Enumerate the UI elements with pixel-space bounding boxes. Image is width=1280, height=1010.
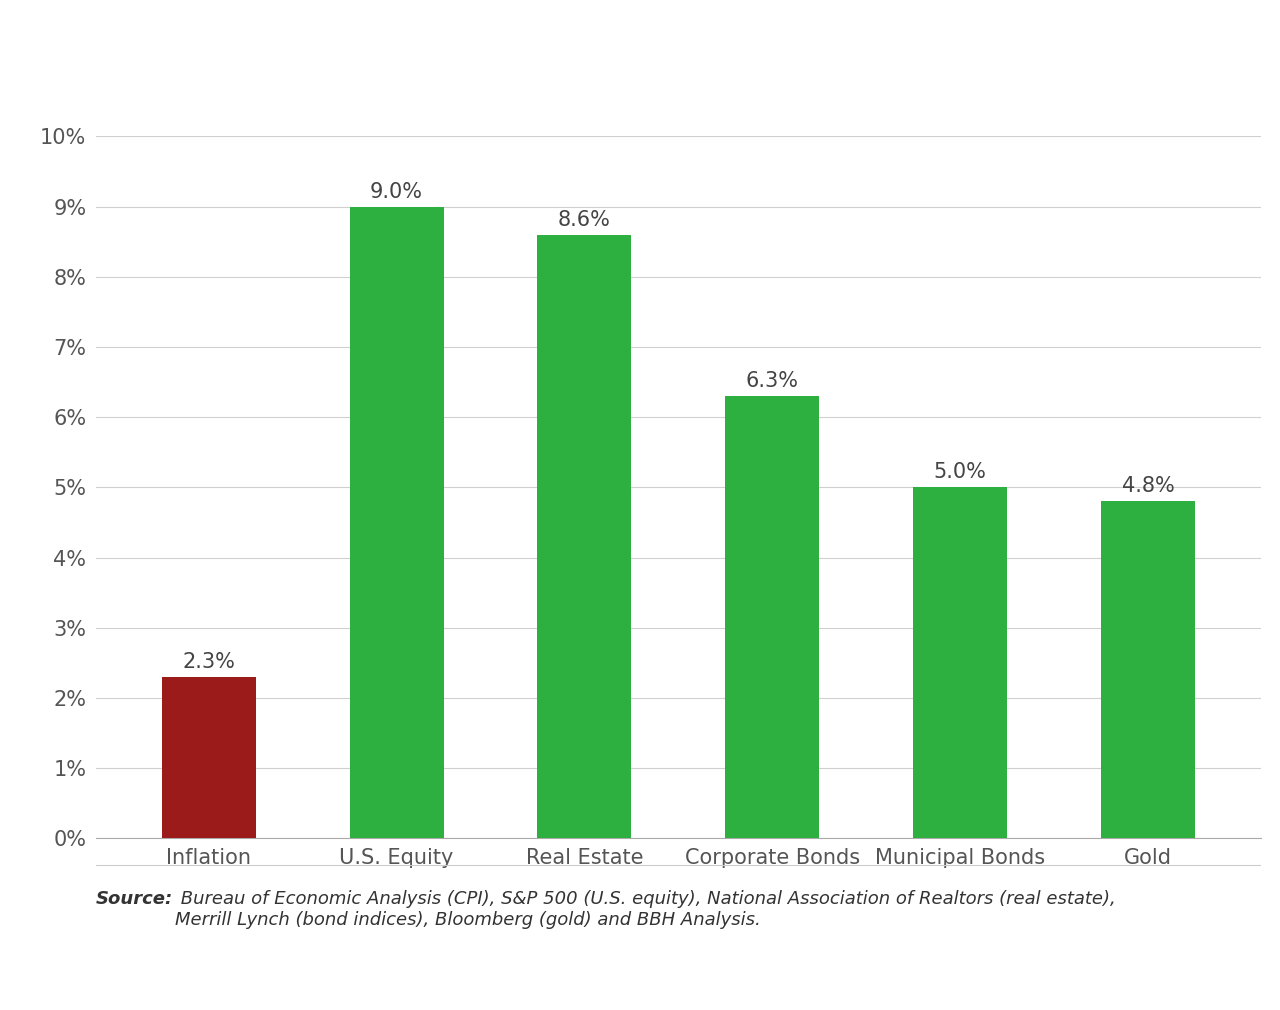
Text: (1991-2016): (1991-2016) bbox=[800, 28, 1019, 61]
Bar bbox=[913, 488, 1007, 838]
Bar bbox=[726, 396, 819, 838]
Text: 2.3%: 2.3% bbox=[182, 651, 236, 672]
Text: 6.3%: 6.3% bbox=[746, 371, 799, 391]
Text: Bureau of Economic Analysis (CPI), S&P 500 (U.S. equity), National Association o: Bureau of Economic Analysis (CPI), S&P 5… bbox=[175, 890, 1116, 929]
Bar bbox=[349, 207, 444, 838]
Text: 9.0%: 9.0% bbox=[370, 182, 424, 202]
Text: Compound Annual Returns by Asset Class: Compound Annual Returns by Asset Class bbox=[28, 28, 814, 61]
Text: 4.8%: 4.8% bbox=[1121, 477, 1175, 497]
Bar bbox=[1101, 501, 1196, 838]
Text: 8.6%: 8.6% bbox=[558, 210, 611, 229]
Bar bbox=[538, 234, 631, 838]
Text: 5.0%: 5.0% bbox=[934, 463, 987, 483]
Text: Source:: Source: bbox=[96, 890, 173, 908]
Bar bbox=[161, 677, 256, 838]
